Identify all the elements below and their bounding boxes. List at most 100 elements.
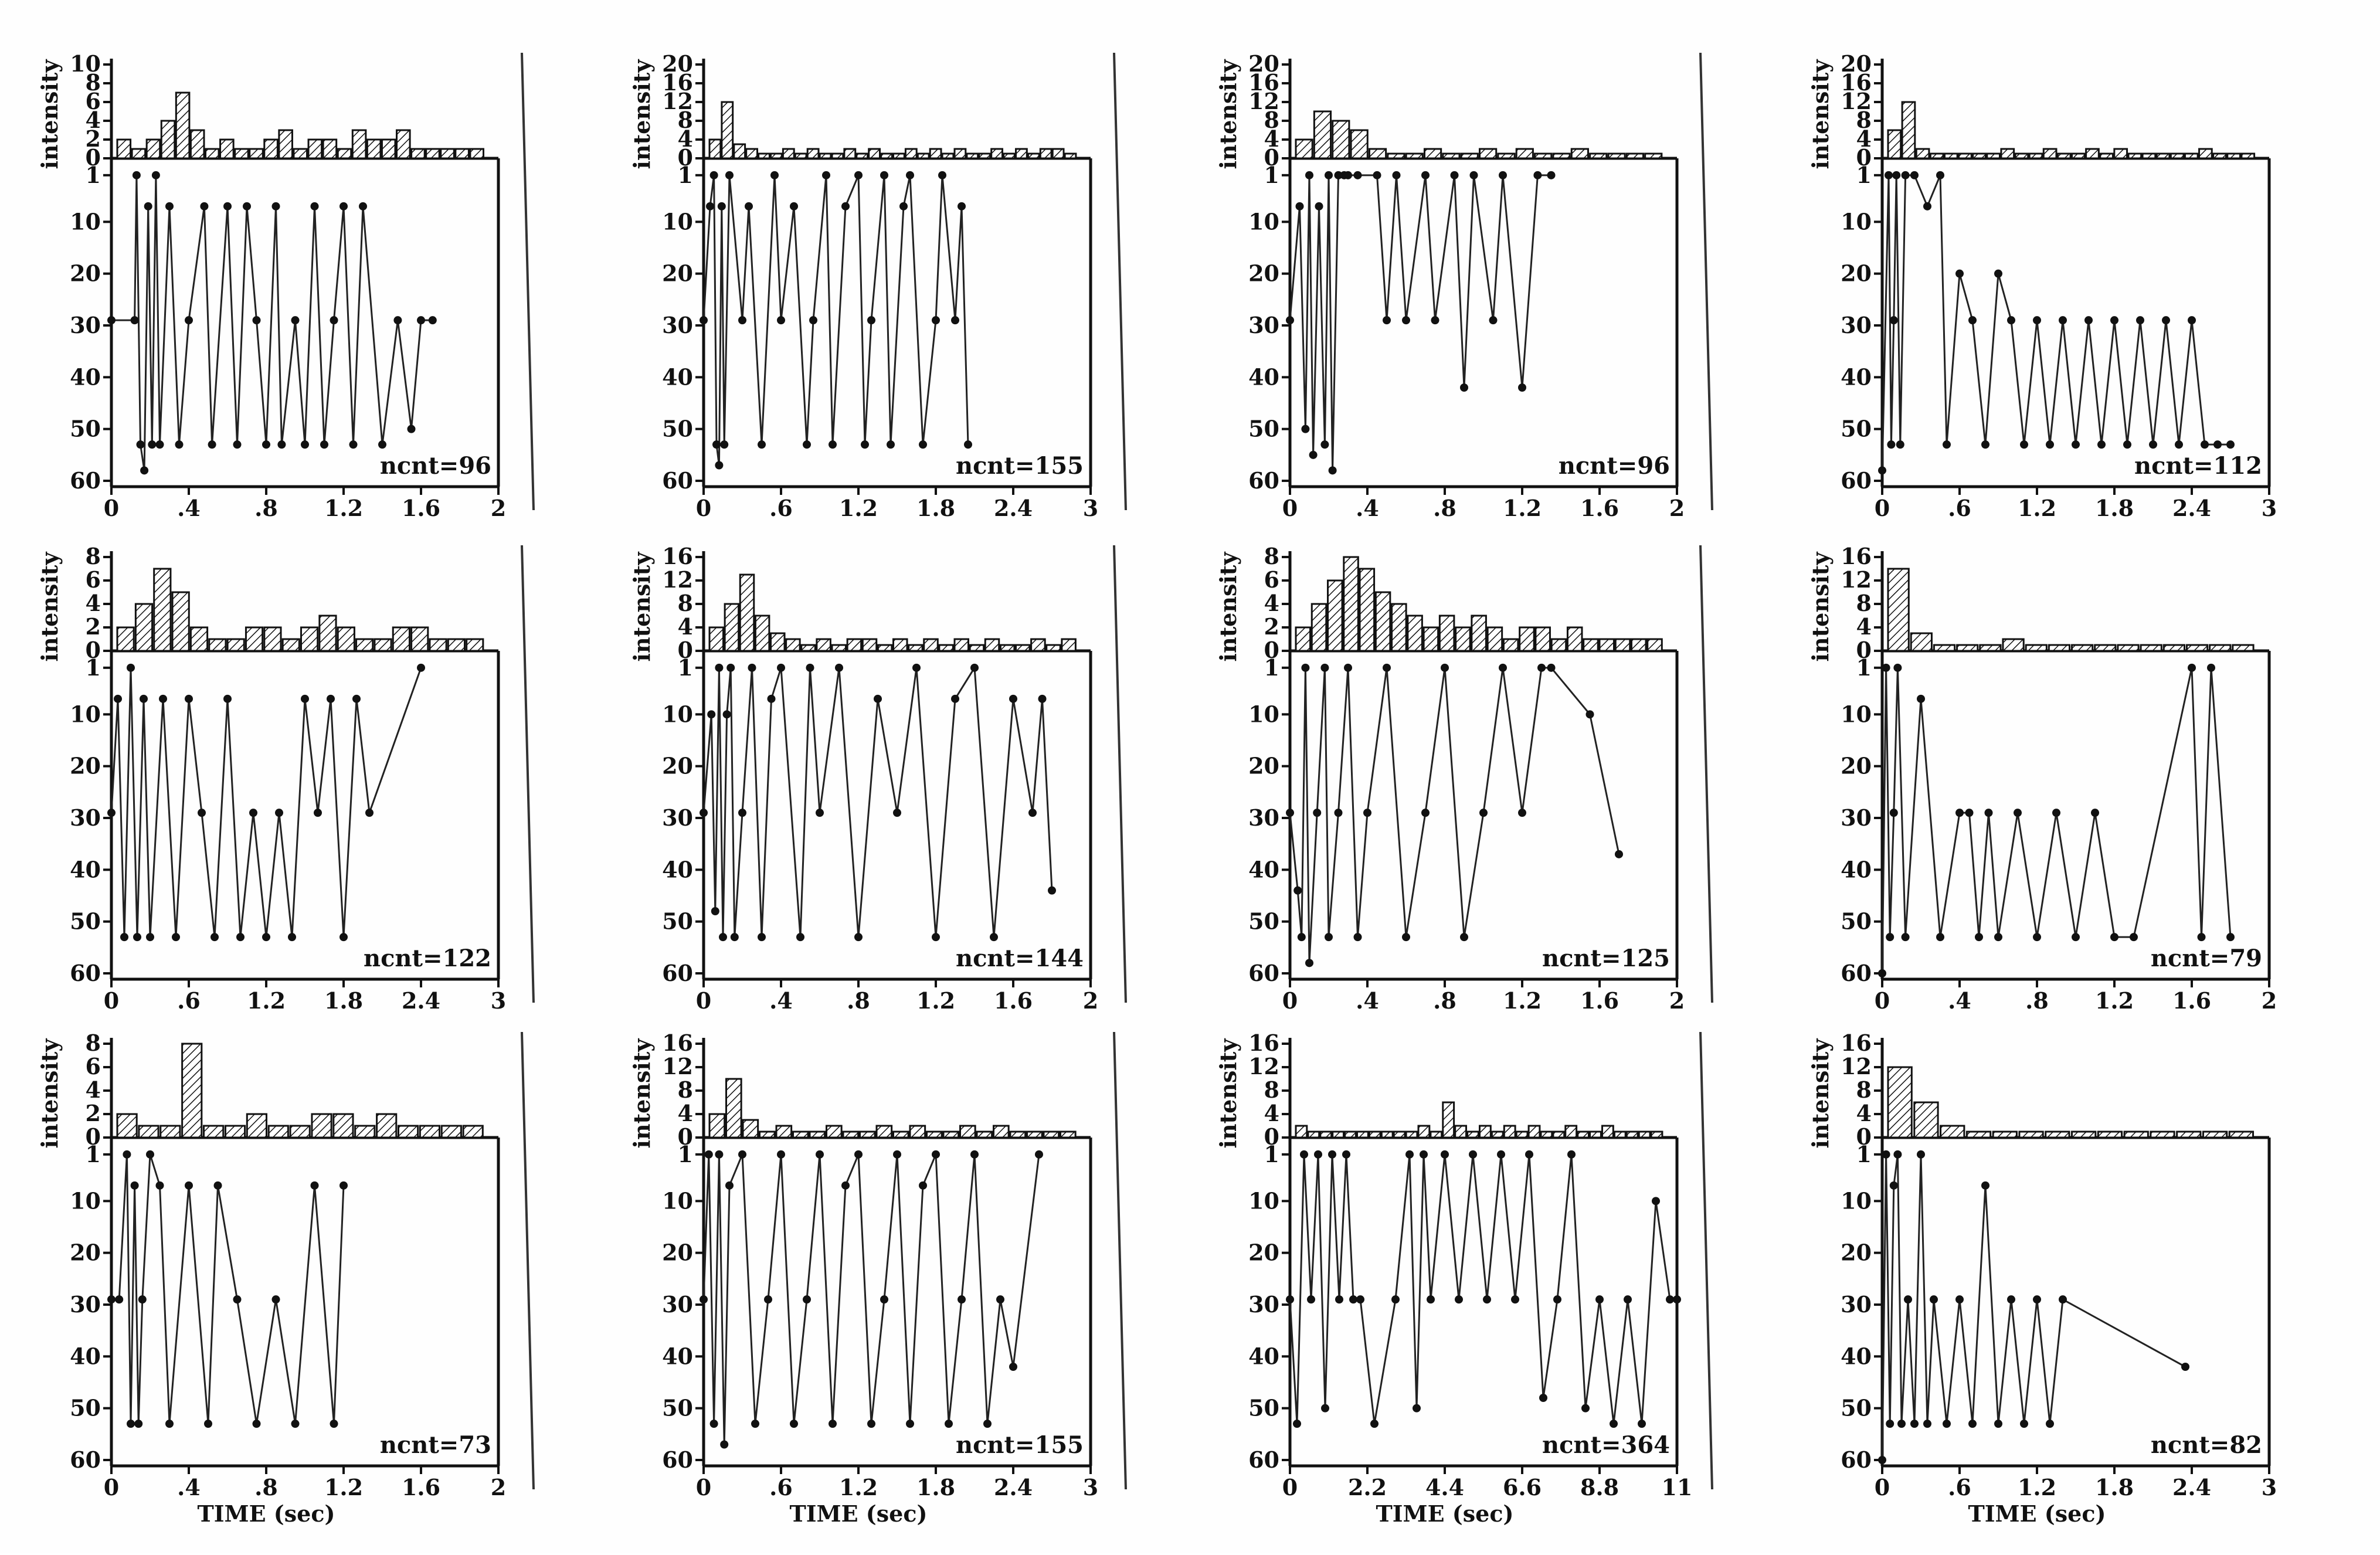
state-point [2091,809,2099,817]
state-point [2226,933,2235,942]
y-tick-label: 10 [1841,701,1872,727]
y-tick-label: 60 [662,960,693,986]
state-point [151,171,160,179]
state-point [1893,663,1902,672]
state-point [1297,933,1306,942]
hist-y-tick-label: 20 [1248,50,1279,77]
y-tick-label: 10 [1248,208,1279,235]
state-point [1307,1295,1315,1304]
state-point [796,933,804,942]
state-point [854,933,863,942]
state-trace-line [110,667,422,938]
histogram-bar [754,614,770,652]
state-point [725,171,734,179]
histogram-bar [1534,152,1553,159]
state-point [417,663,425,672]
state-point [1882,1150,1890,1159]
histogram-bar [267,1125,289,1139]
state-point [2175,440,2183,449]
state-trace-line [1881,667,2232,974]
histogram-bar [1430,1130,1443,1139]
state-point [1427,1295,1435,1304]
histogram-bar [145,138,161,159]
hist-y-tick-label: 0 [678,144,693,171]
state-point [1048,886,1056,895]
histogram-bar [831,152,844,159]
state-point [1353,171,1362,179]
y-tick-label: 30 [70,312,101,338]
state-point [134,1420,143,1428]
histogram-bar [1887,1066,1913,1139]
state-point [1673,1295,1681,1304]
state-point [133,933,141,942]
histogram-bar [2240,152,2256,159]
y-axis-label: intensity [1807,1038,1834,1149]
x-tick-label: 0 [104,1474,119,1500]
state-point [2084,316,2093,325]
state-point [146,1150,154,1159]
histogram-bar [2123,1130,2149,1139]
state-point [854,1150,863,1159]
state-point [1349,1295,1357,1304]
state-point [717,202,726,210]
state-point [428,316,437,325]
hist-y-tick-label: 16 [662,69,693,96]
x-tick-label: 1.2 [2018,1474,2056,1500]
hist-y-tick-label: 8 [86,543,101,569]
state-point [120,933,128,942]
histogram-bar [1958,152,1972,159]
hist-y-tick-label: 8 [1264,107,1279,133]
y-tick-label: 40 [1248,1343,1279,1369]
state-point [970,663,979,672]
state-point [880,1295,888,1304]
histogram-bar [332,1113,354,1139]
state-point [314,809,322,817]
state-point [249,809,257,817]
state-point [1525,1150,1533,1159]
histogram-bar [724,603,740,652]
histogram-bar [959,1125,976,1139]
ncnt-label: ncnt=155 [956,452,1084,480]
state-point [327,694,335,703]
state-point [1518,809,1526,817]
hist-y-tick-label: 8 [86,69,101,96]
state-point [127,1420,135,1428]
hist-y-tick-label: 4 [86,590,101,616]
y-tick-label: 30 [1248,1291,1279,1318]
histogram-bar [794,152,807,159]
y-tick-label: 30 [70,1291,101,1318]
histogram-bar [1515,1130,1529,1139]
state-point [310,1181,319,1190]
state-point [1305,171,1313,179]
panel-divider [521,1031,535,1490]
ncnt-label: ncnt=96 [1559,452,1670,480]
histogram-bar [859,1130,876,1139]
histogram-bar [816,638,831,652]
y-tick-label: 20 [662,1240,693,1266]
x-tick-label: 2.2 [1348,1474,1387,1500]
state-point [2181,1363,2189,1371]
state-point [1547,171,1556,179]
state-point [1567,1150,1576,1159]
state-point [378,440,386,449]
histogram-bar [1583,638,1599,652]
y-tick-label: 50 [662,1395,693,1421]
state-point [1553,1295,1561,1304]
histogram-bar [1405,152,1424,159]
x-tick-label: 2 [1669,987,1685,1014]
state-point [1930,1295,1938,1304]
state-point [2033,1295,2041,1304]
panel-divider [521,52,535,511]
histogram-bar [1515,148,1534,159]
state-point [349,440,358,449]
state-point [2052,809,2060,817]
state-point [1533,171,1542,179]
histogram-bar [2002,638,2025,652]
state-point [809,316,817,325]
y-tick-label: 50 [70,416,101,442]
histogram-bar [1064,152,1077,159]
hist-y-tick-label: 4 [1264,590,1279,616]
histogram-bar [1552,152,1571,159]
